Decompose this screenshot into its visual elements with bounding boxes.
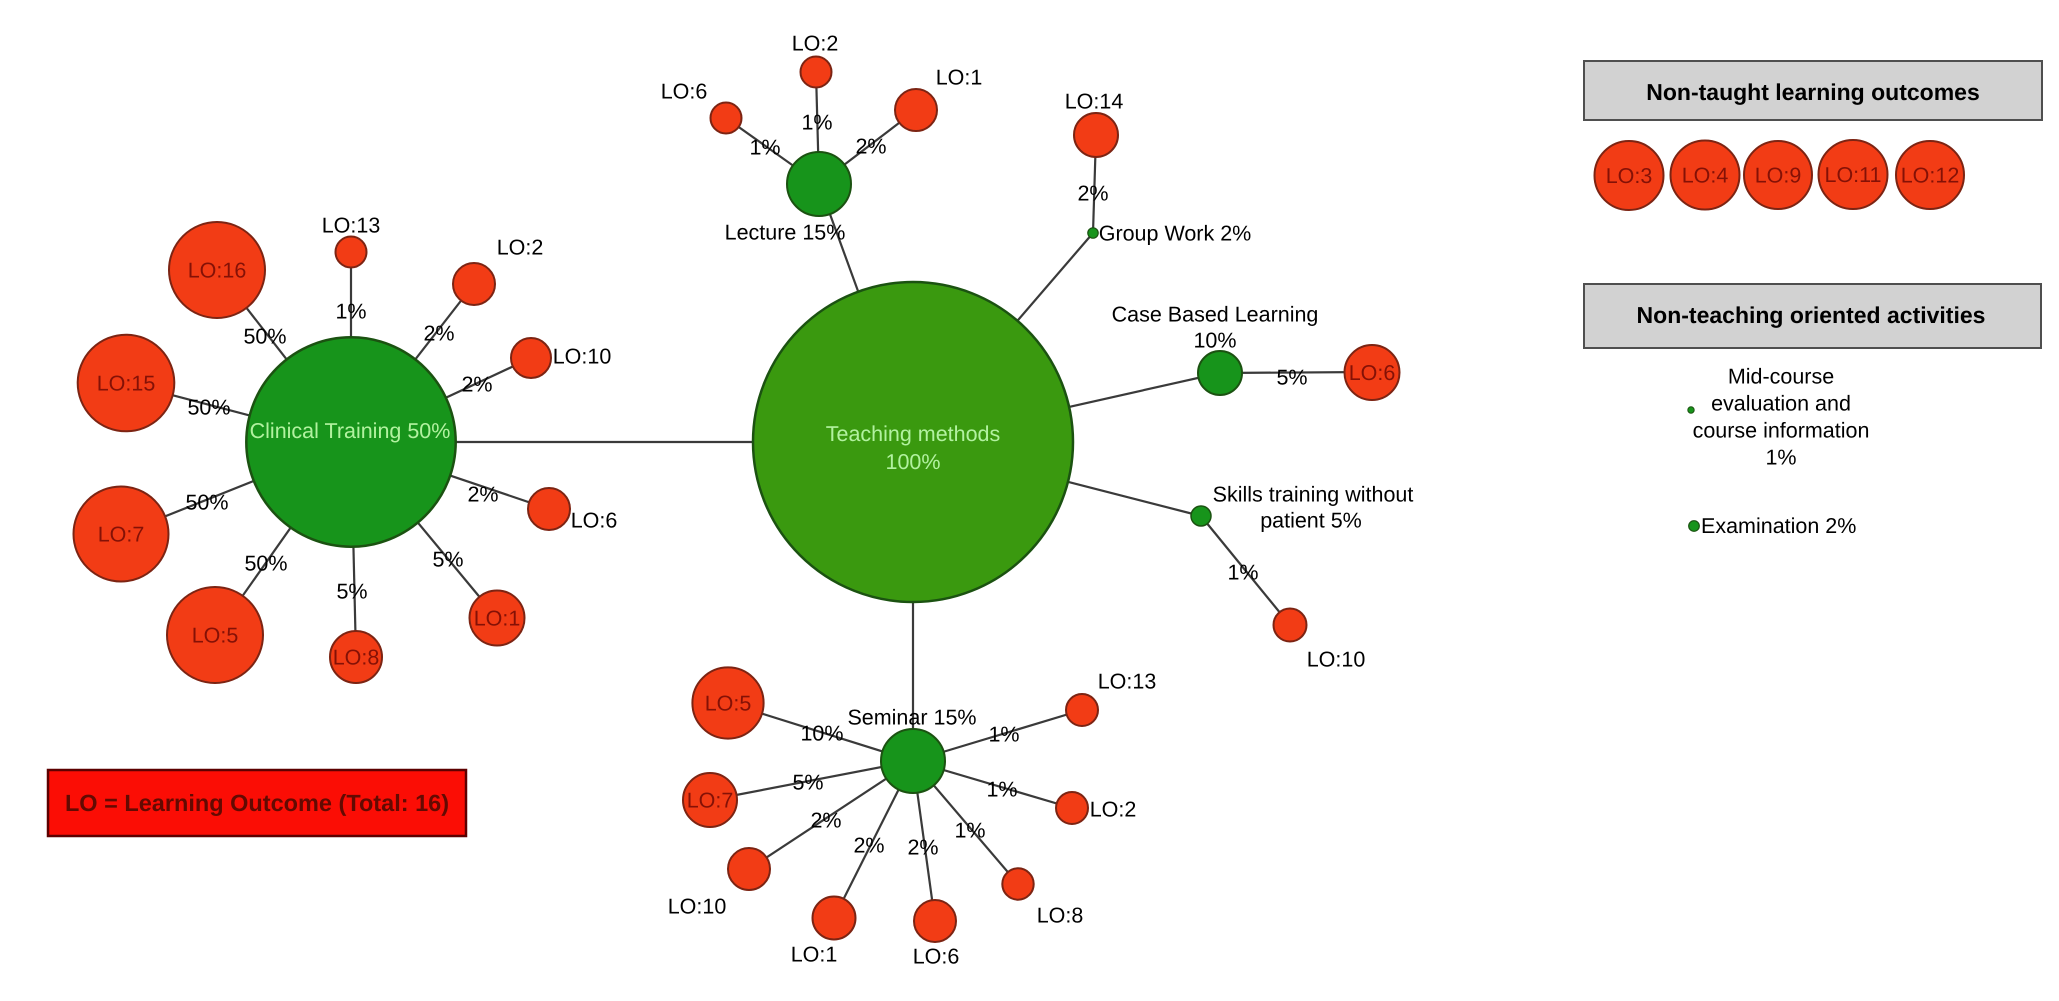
svg-text:LO:9: LO:9 — [1755, 164, 1802, 188]
svg-text:LO:10: LO:10 — [668, 895, 727, 919]
svg-text:LO:6: LO:6 — [1349, 361, 1396, 385]
svg-text:LO:6: LO:6 — [661, 80, 708, 104]
svg-text:Skills training without: Skills training without — [1213, 483, 1414, 507]
svg-text:5%: 5% — [1276, 366, 1307, 390]
svg-text:LO:11: LO:11 — [1825, 163, 1882, 187]
svg-text:2%: 2% — [461, 373, 492, 397]
svg-text:Group Work 2%: Group Work 2% — [1099, 222, 1252, 246]
svg-text:50%: 50% — [185, 491, 228, 515]
svg-text:1%: 1% — [1765, 446, 1796, 470]
svg-text:LO:1: LO:1 — [936, 66, 983, 90]
svg-text:1%: 1% — [1227, 561, 1258, 585]
svg-text:LO:1: LO:1 — [474, 607, 521, 631]
svg-text:2%: 2% — [1077, 182, 1108, 206]
svg-text:LO:7: LO:7 — [687, 789, 734, 813]
svg-text:10%: 10% — [800, 722, 843, 746]
svg-text:5%: 5% — [792, 771, 823, 795]
svg-text:LO:14: LO:14 — [1065, 90, 1124, 114]
svg-text:LO:2: LO:2 — [1090, 798, 1137, 822]
svg-text:LO:16: LO:16 — [188, 259, 247, 283]
svg-text:LO:10: LO:10 — [553, 345, 612, 369]
svg-text:2%: 2% — [423, 322, 454, 346]
svg-text:LO:15: LO:15 — [97, 372, 156, 396]
svg-text:2%: 2% — [853, 834, 884, 858]
svg-text:10%: 10% — [1193, 329, 1236, 353]
svg-text:LO:13: LO:13 — [322, 214, 381, 238]
svg-text:Examination 2%: Examination 2% — [1701, 514, 1856, 538]
svg-text:LO = Learning Outcome (Total:: LO = Learning Outcome (Total: 16) — [65, 790, 449, 816]
svg-text:50%: 50% — [244, 552, 287, 576]
svg-text:patient 5%: patient 5% — [1260, 509, 1362, 533]
svg-text:1%: 1% — [801, 111, 832, 135]
svg-text:Teaching methods: Teaching methods — [826, 422, 1001, 446]
svg-text:1%: 1% — [986, 778, 1017, 802]
svg-text:Non-teaching oriented activiti: Non-teaching oriented activities — [1637, 302, 1986, 328]
svg-text:1%: 1% — [954, 819, 985, 843]
svg-text:Non-taught learning outcomes: Non-taught learning outcomes — [1646, 79, 1980, 105]
svg-text:2%: 2% — [907, 836, 938, 860]
svg-text:Lecture 15%: Lecture 15% — [725, 221, 846, 245]
svg-text:LO:2: LO:2 — [497, 236, 544, 260]
svg-text:LO:1: LO:1 — [791, 943, 838, 967]
svg-text:LO:5: LO:5 — [192, 624, 239, 648]
svg-text:2%: 2% — [810, 809, 841, 833]
svg-text:LO:6: LO:6 — [913, 945, 960, 969]
svg-text:LO:8: LO:8 — [333, 646, 380, 670]
svg-text:LO:2: LO:2 — [792, 32, 839, 56]
svg-text:2%: 2% — [467, 483, 498, 507]
svg-text:5%: 5% — [336, 580, 367, 604]
svg-text:5%: 5% — [432, 548, 463, 572]
svg-text:1%: 1% — [335, 300, 366, 324]
svg-text:1%: 1% — [749, 136, 780, 160]
svg-text:LO:3: LO:3 — [1606, 164, 1653, 188]
svg-text:LO:6: LO:6 — [571, 509, 618, 533]
svg-text:LO:4: LO:4 — [1682, 164, 1729, 188]
svg-text:LO:13: LO:13 — [1098, 670, 1157, 694]
svg-text:LO:10: LO:10 — [1307, 648, 1366, 672]
svg-text:LO:5: LO:5 — [705, 692, 752, 716]
svg-text:1%: 1% — [988, 723, 1019, 747]
svg-text:Seminar 15%: Seminar 15% — [847, 706, 976, 730]
svg-text:course information: course information — [1693, 419, 1870, 443]
svg-text:Mid-course: Mid-course — [1728, 365, 1834, 389]
svg-text:Case Based Learning: Case Based Learning — [1112, 303, 1319, 327]
svg-text:evaluation and: evaluation and — [1711, 392, 1851, 416]
svg-text:LO:7: LO:7 — [98, 523, 145, 547]
svg-text:LO:12: LO:12 — [1901, 164, 1960, 188]
svg-text:2%: 2% — [855, 135, 886, 159]
svg-text:100%: 100% — [886, 450, 941, 474]
svg-text:Clinical Training 50%: Clinical Training 50% — [250, 419, 451, 443]
svg-text:50%: 50% — [187, 396, 230, 420]
svg-text:50%: 50% — [243, 325, 286, 349]
svg-text:LO:8: LO:8 — [1037, 904, 1084, 928]
